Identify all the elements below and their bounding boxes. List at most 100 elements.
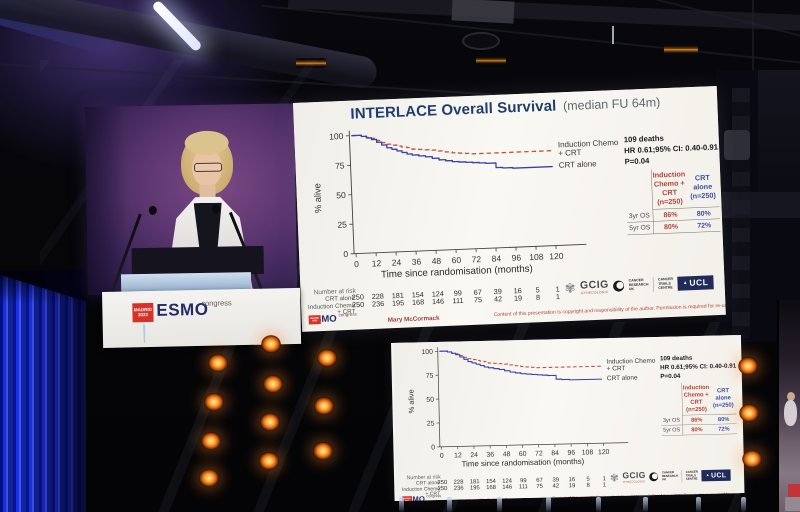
cancer-research-uk-icon (613, 280, 625, 292)
truss-line (752, 0, 754, 70)
gcig-flourish-icon: ✾ (564, 280, 576, 296)
svg-text:75: 75 (536, 484, 543, 490)
svg-text:181: 181 (392, 291, 404, 300)
svg-text:50: 50 (426, 397, 434, 404)
congress-wordmark: congress (426, 493, 442, 499)
ucl-logo: ▲ UCL (677, 275, 714, 291)
svg-text:154: 154 (412, 290, 424, 299)
ucl-portico-icon: ▲ (705, 472, 710, 477)
speaker-glasses (193, 162, 223, 173)
svg-text:Time since randomisation (mont: Time since randomisation (months) (381, 264, 533, 281)
os-row1-label: 3yr OS (661, 415, 683, 426)
svg-text:36: 36 (412, 256, 422, 266)
ucl-logo: ▲ UCL (701, 469, 731, 482)
speaker-video-panel (85, 103, 298, 295)
main-presentation-screen: INTERLACE Overall Survival (median FU 64… (293, 85, 726, 332)
svg-text:CRT alone: CRT alone (325, 295, 355, 303)
truss-clamp (724, 130, 750, 160)
svg-text:0: 0 (343, 249, 348, 259)
os-table-corner (625, 170, 653, 211)
stage-light (199, 469, 219, 487)
svg-text:25: 25 (337, 219, 347, 229)
floor-light-streak (741, 497, 746, 512)
svg-text:48: 48 (503, 451, 511, 458)
svg-text:146: 146 (502, 485, 512, 491)
svg-text:19: 19 (569, 483, 576, 489)
svg-text:120: 120 (598, 449, 610, 456)
cancer-trials-centre-logo: CANCER TRIALS CENTRE (685, 470, 698, 481)
floor-light-streak (696, 497, 701, 512)
partner-logos: ✾ GCIG GYNECOLOGIC CANCER RESEARCH UK CA… (610, 465, 738, 487)
svg-text:60: 60 (452, 255, 462, 265)
svg-text:1: 1 (603, 476, 606, 482)
side-screen (777, 300, 800, 512)
ceiling-panel (451, 0, 515, 24)
os-row2-label: 5yr OS (627, 221, 654, 235)
stage-light-fixture (462, 32, 500, 50)
os-row2-induction: 80% (682, 424, 712, 436)
os-col-crt-alone: CRT alone (n=250) (685, 166, 720, 209)
stage-light (259, 452, 279, 470)
svg-text:0: 0 (354, 259, 359, 269)
svg-text:124: 124 (432, 289, 444, 298)
floor-light-streak (596, 497, 601, 512)
svg-text:Induction Chemo: Induction Chemo (308, 302, 356, 311)
presentation-slide: INTERLACE Overall Survival (median FU 64… (392, 335, 744, 501)
floor-light-streak (399, 497, 404, 512)
svg-text:Induction Chemo: Induction Chemo (402, 486, 440, 493)
presentation-slide: INTERLACE Overall Survival (median FU 64… (293, 85, 726, 331)
stage-light (317, 349, 337, 367)
svg-text:111: 111 (452, 296, 463, 305)
dark-panel (758, 70, 800, 200)
svg-text:0: 0 (440, 453, 444, 460)
svg-text:Induction Chemo: Induction Chemo (606, 358, 655, 366)
os-row2-induction: 80% (653, 220, 689, 234)
svg-text:39: 39 (494, 287, 502, 296)
svg-text:Time since randomisation (mont: Time since randomisation (months) (461, 457, 584, 469)
svg-text:48: 48 (432, 256, 442, 266)
svg-text:250: 250 (437, 480, 448, 486)
gcig-flourish-icon: ✾ (609, 471, 619, 484)
slide-title-suffix: (median FU 64m) (562, 95, 661, 114)
hanging-light (612, 26, 614, 44)
os-row1-crt: 80% (710, 413, 737, 425)
svg-text:36: 36 (486, 452, 494, 459)
svg-text:0: 0 (431, 444, 435, 451)
svg-text:72: 72 (535, 450, 543, 457)
svg-text:228: 228 (454, 480, 464, 486)
stats-pvalue: P=0.04 (660, 372, 681, 380)
cancer-trials-centre-logo: CANCER TRIALS CENTRE (657, 277, 674, 291)
svg-text:60: 60 (519, 451, 527, 458)
stage-light (742, 450, 762, 468)
stage-light (738, 357, 758, 375)
svg-text:100: 100 (329, 131, 344, 142)
gcig-logo: GCIG (579, 278, 609, 292)
svg-text:120: 120 (549, 251, 564, 262)
svg-text:96: 96 (567, 450, 575, 457)
side-screen-speaker-head (787, 392, 795, 401)
svg-text:16: 16 (569, 477, 576, 483)
madrid-tower-icon (140, 322, 149, 343)
svg-text:8: 8 (587, 483, 590, 489)
svg-text:24: 24 (470, 452, 478, 459)
svg-text:250: 250 (352, 292, 364, 301)
stage-light (313, 442, 333, 460)
os-row1-induction: 86% (682, 414, 711, 426)
cancer-research-uk-logo: CANCER RESEARCH UK (661, 471, 678, 482)
gcig-subtitle: GYNECOLOGIC (623, 480, 646, 484)
stage-light (739, 404, 759, 422)
os-row1-label: 3yr OS (626, 209, 654, 223)
microphone-left-head (148, 205, 157, 215)
stage-light (208, 354, 228, 372)
svg-text:8: 8 (536, 293, 540, 302)
os-col-crt-alone: CRT alone (n=250) (709, 381, 737, 415)
side-screen-podium (785, 497, 800, 511)
horizontal-beam (716, 192, 800, 218)
svg-text:% alive: % alive (406, 389, 416, 413)
svg-text:168: 168 (486, 485, 496, 491)
slide-title-main: INTERLACE Overall Survival (350, 97, 557, 123)
stage-light (263, 375, 283, 393)
svg-text:250: 250 (438, 486, 449, 492)
